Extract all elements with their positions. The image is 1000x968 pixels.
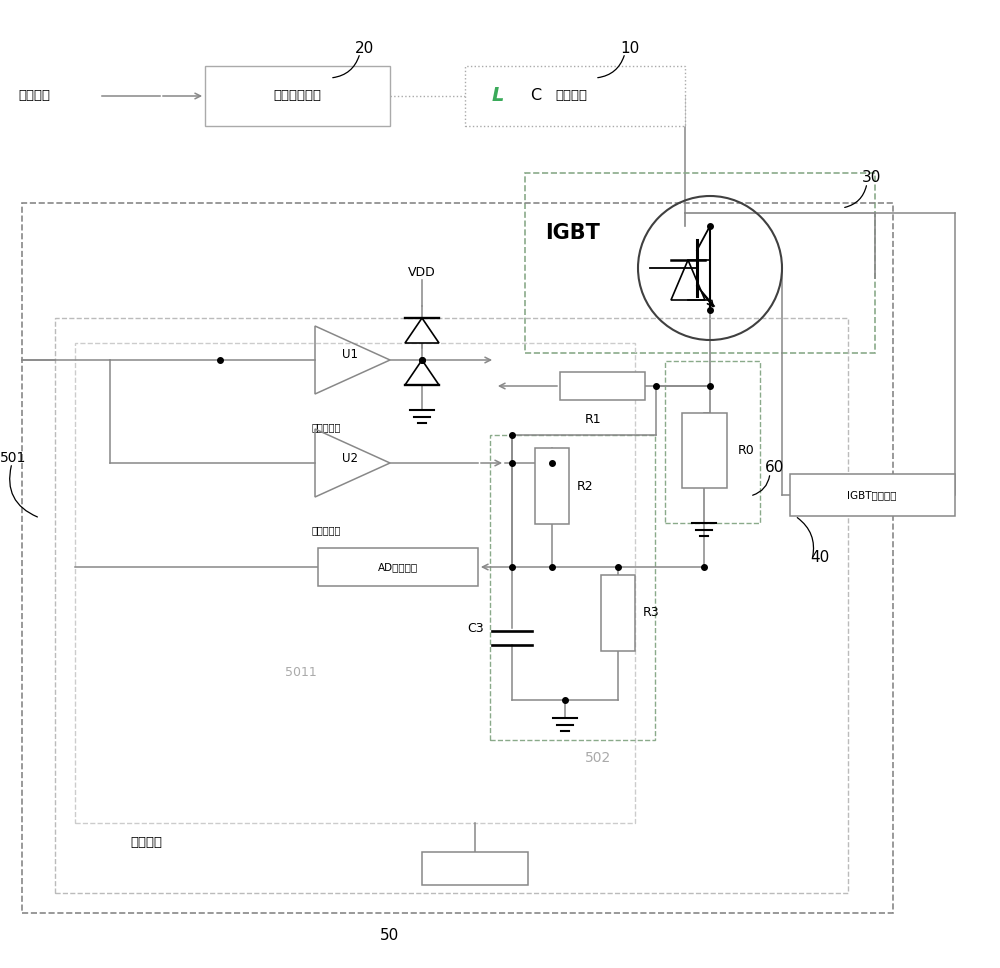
Text: C: C bbox=[530, 88, 541, 104]
Bar bbox=[525, 173, 875, 353]
Bar bbox=[682, 413, 727, 488]
Bar bbox=[465, 66, 685, 126]
Bar bbox=[665, 361, 760, 523]
Text: 谐振模块: 谐振模块 bbox=[555, 89, 587, 103]
Text: U2: U2 bbox=[342, 451, 358, 465]
Text: 30: 30 bbox=[862, 170, 881, 186]
Text: 501: 501 bbox=[0, 451, 26, 465]
Bar bbox=[535, 448, 569, 524]
Text: 20: 20 bbox=[355, 41, 374, 55]
Text: 运算放大器: 运算放大器 bbox=[312, 525, 341, 535]
Text: L: L bbox=[492, 86, 504, 106]
Bar bbox=[205, 66, 390, 126]
Text: R3: R3 bbox=[643, 607, 660, 620]
Polygon shape bbox=[405, 318, 439, 343]
Bar bbox=[601, 575, 635, 651]
Text: VDD: VDD bbox=[408, 266, 436, 280]
Text: R1: R1 bbox=[585, 413, 601, 426]
Bar bbox=[422, 852, 528, 885]
Bar bbox=[55, 318, 848, 893]
Bar bbox=[75, 343, 635, 823]
Text: R2: R2 bbox=[577, 479, 594, 493]
Text: AD转换电路: AD转换电路 bbox=[378, 562, 418, 572]
Bar bbox=[490, 435, 655, 740]
Bar bbox=[318, 548, 478, 586]
Text: 10: 10 bbox=[620, 41, 639, 55]
Polygon shape bbox=[405, 360, 439, 385]
Text: 40: 40 bbox=[810, 551, 829, 565]
Bar bbox=[22, 203, 893, 913]
Text: IGBT驱动电路: IGBT驱动电路 bbox=[847, 490, 897, 500]
Text: C3: C3 bbox=[467, 621, 484, 634]
Text: 502: 502 bbox=[585, 751, 611, 765]
Text: R0: R0 bbox=[738, 444, 755, 458]
Text: 整流滤波模块: 整流滤波模块 bbox=[273, 89, 321, 103]
Text: 电源输入: 电源输入 bbox=[18, 89, 50, 103]
Text: 5011: 5011 bbox=[285, 667, 317, 680]
Bar bbox=[790, 474, 955, 516]
Text: 50: 50 bbox=[380, 928, 399, 944]
Text: 主控芯片: 主控芯片 bbox=[130, 836, 162, 850]
Text: 60: 60 bbox=[765, 461, 784, 475]
Text: PPG输出: PPG输出 bbox=[456, 862, 494, 874]
Text: 运算放大器: 运算放大器 bbox=[312, 422, 341, 432]
Text: U1: U1 bbox=[342, 348, 358, 361]
Text: IGBT: IGBT bbox=[545, 223, 600, 243]
Bar bbox=[560, 372, 645, 400]
